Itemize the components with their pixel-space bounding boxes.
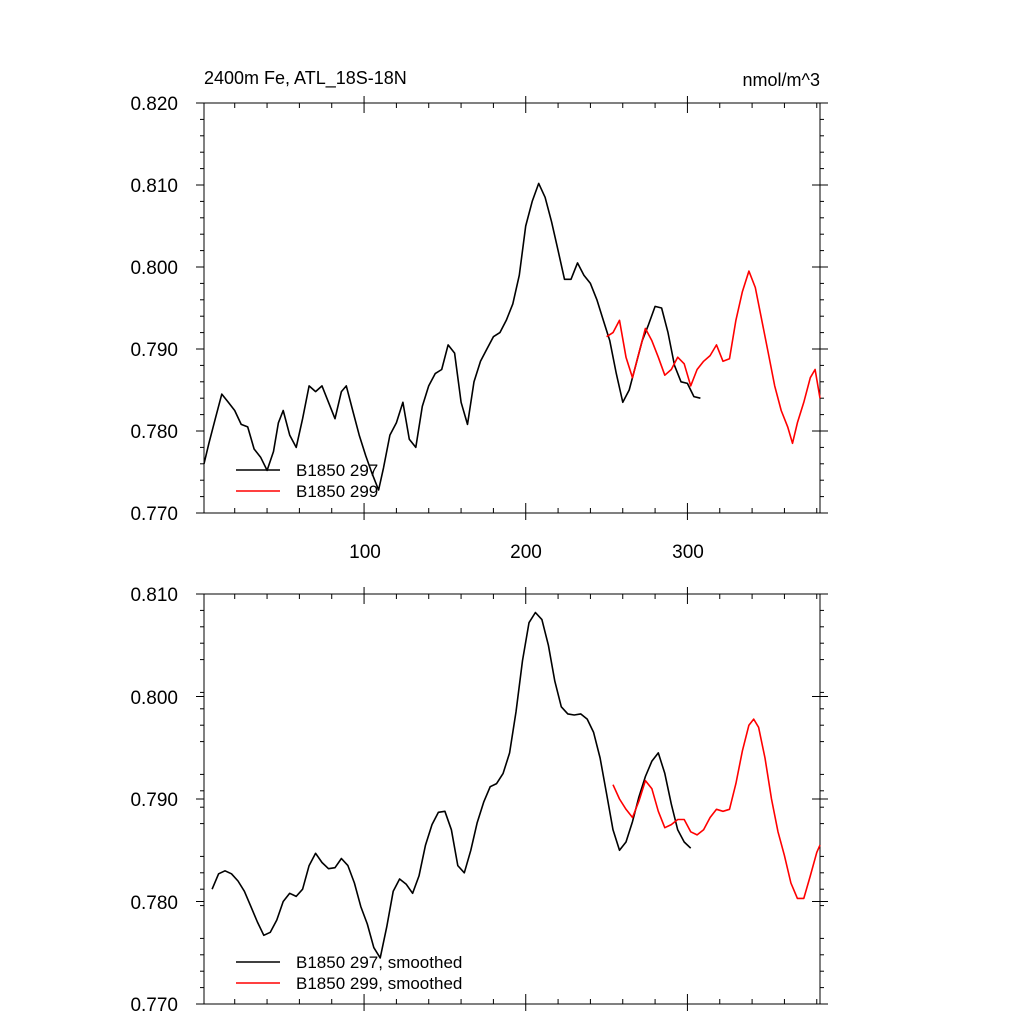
legend-label-b1850-299: B1850 299 bbox=[296, 482, 378, 501]
x-tick-labels-top: 100 200 300 bbox=[349, 542, 704, 563]
y-tick-label-b-0-810: 0.810 bbox=[130, 585, 178, 606]
y-tick-label-b-0-780: 0.780 bbox=[130, 893, 178, 914]
axis-ticks-bottom bbox=[196, 587, 828, 1011]
chart-units-label: nmol/m^3 bbox=[743, 70, 820, 90]
x-tick-label-300: 300 bbox=[672, 542, 704, 563]
y-tick-label-0-780: 0.780 bbox=[130, 422, 178, 443]
y-tick-label-b-0-770: 0.770 bbox=[130, 995, 178, 1016]
y-tick-label-0-820: 0.820 bbox=[130, 94, 178, 115]
x-tick-label-100: 100 bbox=[349, 542, 381, 563]
y-tick-label-0-770: 0.770 bbox=[130, 504, 178, 525]
series-line-1-bottom bbox=[612, 718, 821, 900]
chart-title-left: 2400m Fe, ATL_18S-18N bbox=[204, 68, 407, 89]
x-tick-label-200: 200 bbox=[510, 542, 542, 563]
panel-bottom: 0.810 0.800 0.790 0.780 0.770 B1850 297,… bbox=[130, 585, 828, 1016]
axis-ticks-top bbox=[196, 96, 828, 520]
series-line-0-bottom bbox=[211, 611, 692, 959]
y-tick-label-b-0-790: 0.790 bbox=[130, 790, 178, 811]
y-tick-label-0-790: 0.790 bbox=[130, 340, 178, 361]
series-group-top bbox=[203, 182, 821, 491]
legend-label-b1850-297-smoothed: B1850 297, smoothed bbox=[296, 953, 462, 972]
y-tick-label-0-800: 0.800 bbox=[130, 258, 178, 279]
series-group-bottom bbox=[211, 611, 821, 959]
series-line-1-top bbox=[606, 270, 821, 445]
legend-label-b1850-297: B1850 297 bbox=[296, 461, 378, 480]
y-tick-labels-bottom: 0.810 0.800 0.790 0.780 0.770 bbox=[130, 585, 178, 1016]
panel-top: 2400m Fe, ATL_18S-18N nmol/m^3 0.820 0.8… bbox=[130, 68, 828, 563]
legend-bottom: B1850 297, smoothed B1850 299, smoothed bbox=[236, 953, 462, 993]
y-tick-labels-top: 0.820 0.810 0.800 0.790 0.780 0.770 bbox=[130, 94, 178, 525]
y-tick-label-0-810: 0.810 bbox=[130, 176, 178, 197]
legend-top: B1850 297 B1850 299 bbox=[236, 461, 378, 501]
series-line-0-top bbox=[203, 182, 701, 491]
plot-frame-bottom bbox=[203, 593, 821, 1005]
plot-frame-top bbox=[203, 102, 821, 514]
legend-label-b1850-299-smoothed: B1850 299, smoothed bbox=[296, 974, 462, 993]
y-tick-label-b-0-800: 0.800 bbox=[130, 688, 178, 709]
